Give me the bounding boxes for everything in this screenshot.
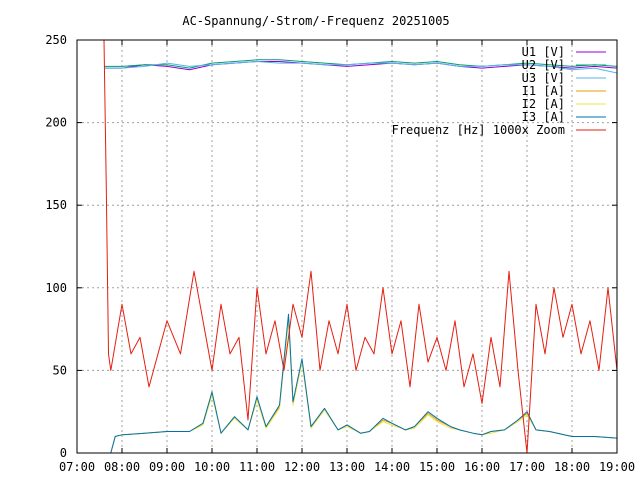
chart-title: AC-Spannung/-Strom/-Frequenz 20251005 <box>182 14 449 28</box>
plot-frame <box>76 39 618 454</box>
x-tick-label: 18:00 <box>554 460 590 474</box>
legend-label: U3 [V] <box>522 71 565 85</box>
series-line-2 <box>104 61 618 74</box>
y-tick-label: 250 <box>45 33 67 47</box>
x-tick-label: 08:00 <box>104 460 140 474</box>
x-tick-label: 10:00 <box>194 460 230 474</box>
grid <box>77 40 617 453</box>
legend-label: I3 [A] <box>522 110 565 124</box>
legend-label: I1 [A] <box>522 84 565 98</box>
series-line-6 <box>103 39 618 454</box>
x-tick-label: 07:00 <box>59 460 95 474</box>
y-tick-label: 200 <box>45 116 67 130</box>
y-tick-label: 100 <box>45 281 67 295</box>
legend-label: I2 [A] <box>522 97 565 111</box>
x-tick-label: 19:00 <box>599 460 635 474</box>
series-line-5 <box>110 313 618 454</box>
x-tick-label: 13:00 <box>329 460 365 474</box>
x-tick-label: 14:00 <box>374 460 410 474</box>
legend-label: U2 [V] <box>522 58 565 72</box>
y-tick-label: 150 <box>45 198 67 212</box>
y-tick-label: 50 <box>53 363 67 377</box>
legend-label: U1 [V] <box>522 45 565 59</box>
x-tick-label: 09:00 <box>149 460 185 474</box>
legend-label: Frequenz [Hz] 1000x Zoom <box>392 123 565 137</box>
x-tick-label: 17:00 <box>509 460 545 474</box>
y-tick-label: 0 <box>60 446 67 460</box>
axes: 07:00 08:00 09:00 10:00 11:00 12:00 13:00 14:00… <box>45 33 635 474</box>
x-tick-label: 16:00 <box>464 460 500 474</box>
x-tick-label: 12:00 <box>284 460 320 474</box>
series-layer <box>103 39 618 454</box>
legend: U1 [V]U2 [V]U3 [V]I1 [A]I2 [A]I3 [A]Freq… <box>392 45 606 137</box>
x-tick-label: 11:00 <box>239 460 275 474</box>
x-tick-label: 15:00 <box>419 460 455 474</box>
